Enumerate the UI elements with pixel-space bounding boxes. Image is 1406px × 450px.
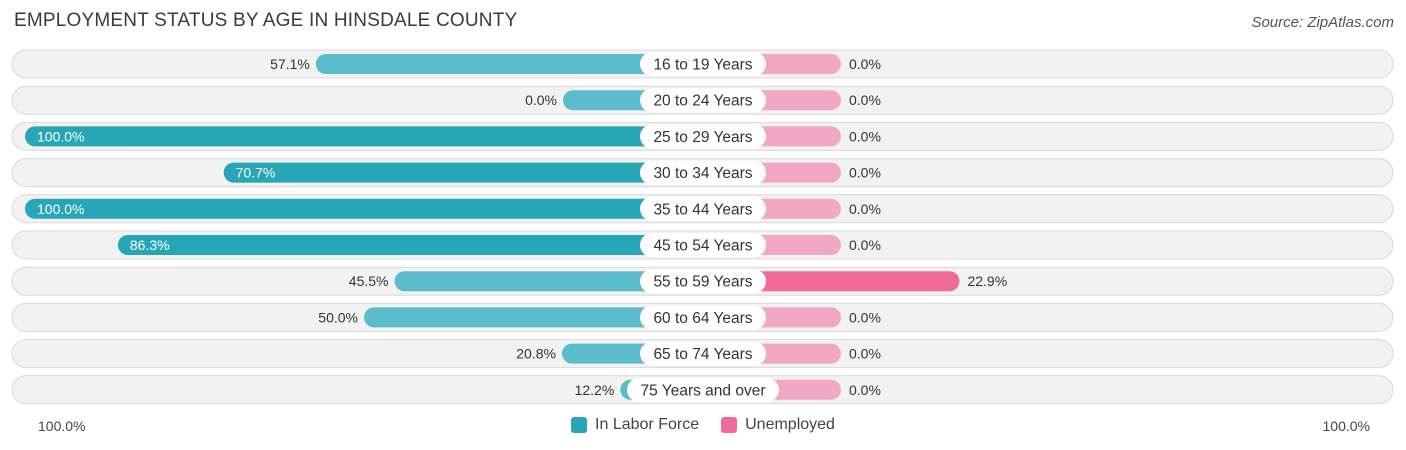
category-pill-20-to-24-years: [640, 88, 766, 113]
value-label-unemployed-35-to-44-years: 0.0%: [849, 201, 881, 217]
value-label-labor-force-30-to-34-years: 70.7%: [236, 165, 276, 181]
value-label-unemployed-16-to-19-years: 0.0%: [849, 56, 881, 72]
legend-swatch-unemployed: [721, 417, 738, 433]
category-pill-65-to-74-years: [640, 341, 766, 366]
category-pill-35-to-44-years: [640, 196, 766, 221]
bar-labor-force-30-to-34-years: [223, 162, 704, 183]
value-label-unemployed-25-to-29-years: 0.0%: [849, 128, 881, 144]
value-label-labor-force-65-to-74-years: 20.8%: [516, 346, 556, 362]
value-label-labor-force-16-to-19-years: 57.1%: [270, 56, 310, 72]
bar-unemployed-55-to-59-years: [703, 271, 960, 292]
bar-labor-force-35-to-44-years: [25, 198, 703, 219]
category-pill-30-to-34-years: [640, 160, 766, 185]
category-label-16-to-19-years: 16 to 19 Years: [653, 57, 752, 74]
value-label-unemployed-45-to-54-years: 0.0%: [849, 237, 881, 253]
bar-labor-force-16-to-19-years: [315, 54, 703, 74]
value-label-unemployed-20-to-24-years: 0.0%: [849, 92, 881, 108]
axis-right-label: 100.0%: [1322, 418, 1370, 434]
bar-labor-force-25-to-29-years: [25, 126, 703, 147]
chart-title: EMPLOYMENT STATUS BY AGE IN HINSDALE COU…: [14, 10, 518, 31]
value-label-unemployed-60-to-64-years: 0.0%: [849, 309, 881, 325]
value-label-labor-force-35-to-44-years: 100.0%: [37, 201, 84, 217]
category-label-35-to-44-years: 35 to 44 Years: [653, 201, 752, 218]
value-label-unemployed-75-years-and-over: 0.0%: [849, 382, 881, 398]
value-label-labor-force-25-to-29-years: 100.0%: [37, 128, 84, 144]
bar-labor-force-45-to-54-years: [117, 235, 704, 255]
bar-labor-force-55-to-59-years: [394, 271, 703, 292]
value-label-labor-force-20-to-24-years: 0.0%: [525, 92, 557, 108]
category-label-75-years-and-over: 75 Years and over: [641, 382, 766, 399]
legend-swatch-labor-force: [571, 417, 588, 433]
source-credit: Source: ZipAtlas.com: [1251, 14, 1394, 31]
value-label-unemployed-30-to-34-years: 0.0%: [849, 165, 881, 181]
category-label-65-to-74-years: 65 to 74 Years: [653, 346, 752, 363]
legend: In Labor Force Unemployed: [0, 416, 1406, 434]
legend-label-labor-force: In Labor Force: [595, 416, 700, 433]
legend-label-unemployed: Unemployed: [745, 416, 835, 433]
legend-item-labor-force[interactable]: In Labor Force: [571, 416, 699, 434]
category-label-55-to-59-years: 55 to 59 Years: [653, 274, 752, 291]
value-label-unemployed-55-to-59-years: 22.9%: [967, 273, 1007, 289]
category-label-45-to-54-years: 45 to 54 Years: [653, 238, 752, 255]
category-pill-55-to-59-years: [640, 269, 766, 294]
axis-left-label: 100.0%: [38, 418, 86, 434]
legend-item-unemployed[interactable]: Unemployed: [721, 416, 835, 434]
category-pill-25-to-29-years: [640, 124, 766, 149]
bar-labor-force-60-to-64-years: [364, 307, 703, 328]
value-label-unemployed-65-to-74-years: 0.0%: [849, 346, 881, 362]
value-label-labor-force-55-to-59-years: 45.5%: [349, 273, 389, 289]
chart-plot: 16 to 19 Years 57.1% 0.0% 20 to 24 Years 0.0…: [11, 49, 1394, 405]
category-label-30-to-34-years: 30 to 34 Years: [653, 165, 752, 182]
category-pill-75-years-and-over: [627, 377, 779, 402]
value-label-labor-force-60-to-64-years: 50.0%: [318, 309, 358, 325]
category-label-25-to-29-years: 25 to 29 Years: [653, 129, 752, 146]
category-pill-45-to-54-years: [640, 233, 766, 257]
category-pill-60-to-64-years: [640, 305, 766, 330]
value-label-labor-force-75-years-and-over: 12.2%: [575, 382, 615, 398]
category-label-20-to-24-years: 20 to 24 Years: [653, 93, 752, 110]
category-label-60-to-64-years: 60 to 64 Years: [653, 310, 752, 327]
value-label-labor-force-45-to-54-years: 86.3%: [130, 237, 170, 253]
category-pill-16-to-19-years: [640, 52, 766, 76]
